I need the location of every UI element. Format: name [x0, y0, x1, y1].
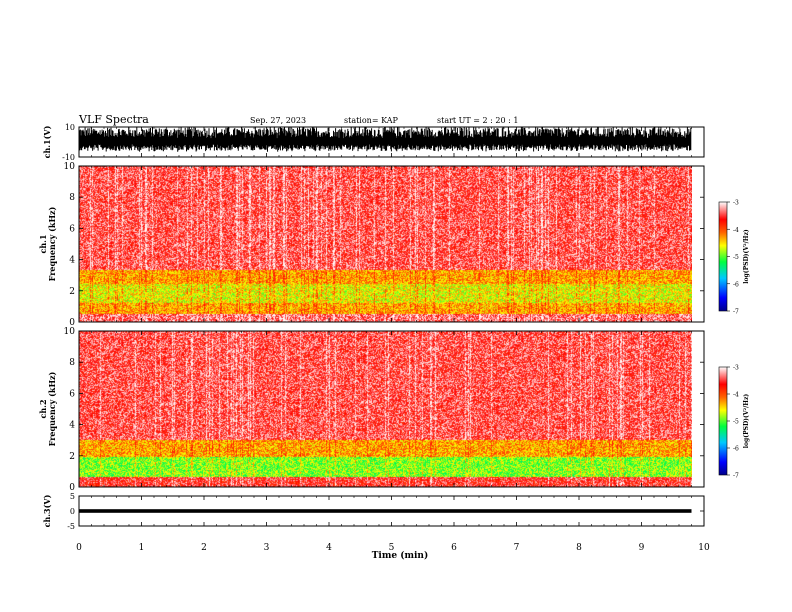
y-tick-label: 5 [70, 492, 75, 501]
x-tick-label: 2 [201, 543, 207, 553]
colorbar-tick-label: -6 [733, 446, 739, 453]
station-label: station= KAP [344, 116, 399, 125]
x-tick-label: 8 [576, 543, 582, 553]
y-axis-label: Frequency (kHz) [47, 206, 57, 281]
ch2-spectrogram-panel: 0 2 4 6 8 10 ch.2 Frequency (kHz) [38, 327, 705, 493]
x-tick-label: 9 [639, 543, 645, 553]
colorbar-tick-label: -7 [733, 473, 739, 480]
ch3-waveform-panel: 5 0 -5 ch.3(V) [42, 492, 705, 531]
x-tick-label: 3 [264, 543, 270, 553]
colorbar-label: log(PSD)(V²/Hz) [743, 394, 750, 449]
y-tick-label: -5 [67, 522, 75, 531]
y-tick-label: -10 [62, 153, 75, 162]
ch2-colorbar: -3 -4 -5 -6 -7 log(PSD)(V²/Hz) [718, 365, 750, 480]
date-label: Sep. 27, 2023 [250, 116, 306, 125]
colorbar-label: log(PSD)(V²/Hz) [743, 229, 750, 284]
y-tick-label: 0 [69, 483, 75, 493]
ch1-waveform-trace [78, 127, 692, 152]
y-axis-label: ch.3(V) [42, 494, 52, 527]
x-tick-label: 5 [389, 543, 395, 553]
colorbar-tick-label: -3 [733, 365, 739, 372]
y-axis-label: ch.1(V) [42, 125, 52, 158]
x-tick-label: 10 [698, 543, 710, 553]
y-tick-label: 8 [69, 358, 75, 368]
x-axis-label: Time (min) [372, 550, 429, 561]
y-tick-label: 10 [64, 327, 76, 337]
y-tick-label: 0 [69, 318, 75, 328]
y-tick-label: 0 [70, 507, 75, 516]
colorbar-gradient [718, 366, 728, 476]
y-tick-label: 8 [69, 193, 75, 203]
x-tick-label: 1 [139, 543, 145, 553]
y-tick-label: 2 [69, 287, 75, 297]
y-tick-label: 6 [69, 389, 75, 399]
y-tick-label: 10 [65, 123, 75, 132]
y-axis-label: Frequency (kHz) [47, 371, 57, 446]
ch1-waveform-panel: 10 -10 ch.1(V) [42, 123, 705, 162]
y-tick-label: 4 [69, 421, 75, 431]
colorbar-tick-label: -5 [733, 419, 739, 426]
y-tick-label: 4 [69, 256, 75, 266]
x-tick-label: 6 [451, 543, 457, 553]
ch2-spectrogram-image [79, 331, 692, 487]
ch1-colorbar: -3 -4 -5 -6 -7 log(PSD)(V²/Hz) [718, 200, 750, 316]
colorbar-tick-label: -4 [733, 392, 739, 399]
time-axis: 0 1 2 3 4 5 6 7 8 9 10 [76, 543, 710, 553]
x-tick-label: 0 [76, 543, 82, 553]
colorbar-tick-label: -3 [733, 200, 739, 207]
ch1-spectrogram-image [79, 166, 692, 322]
y-tick-label: 2 [69, 452, 75, 462]
x-tick-label: 7 [514, 543, 520, 553]
y-tick-label: 10 [64, 162, 76, 172]
figure-title: VLF Spectra [78, 113, 149, 126]
y-tick-label: 6 [69, 224, 75, 234]
colorbar-tick-label: -5 [733, 254, 739, 261]
colorbar-gradient [718, 201, 728, 312]
start-time-label: start UT = 2 : 20 : 1 [437, 116, 518, 125]
y-axis-label: ch.2 [38, 399, 48, 418]
x-tick-label: 4 [326, 543, 332, 553]
y-axis-label: ch.1 [38, 234, 48, 253]
colorbar-tick-label: -6 [733, 281, 739, 288]
ch1-spectrogram-panel: 0 2 4 6 8 10 ch.1 Frequency (kHz) [38, 162, 705, 328]
colorbar-tick-label: -7 [733, 309, 739, 316]
colorbar-tick-label: -4 [733, 227, 739, 234]
ch3-waveform-trace [79, 509, 692, 513]
